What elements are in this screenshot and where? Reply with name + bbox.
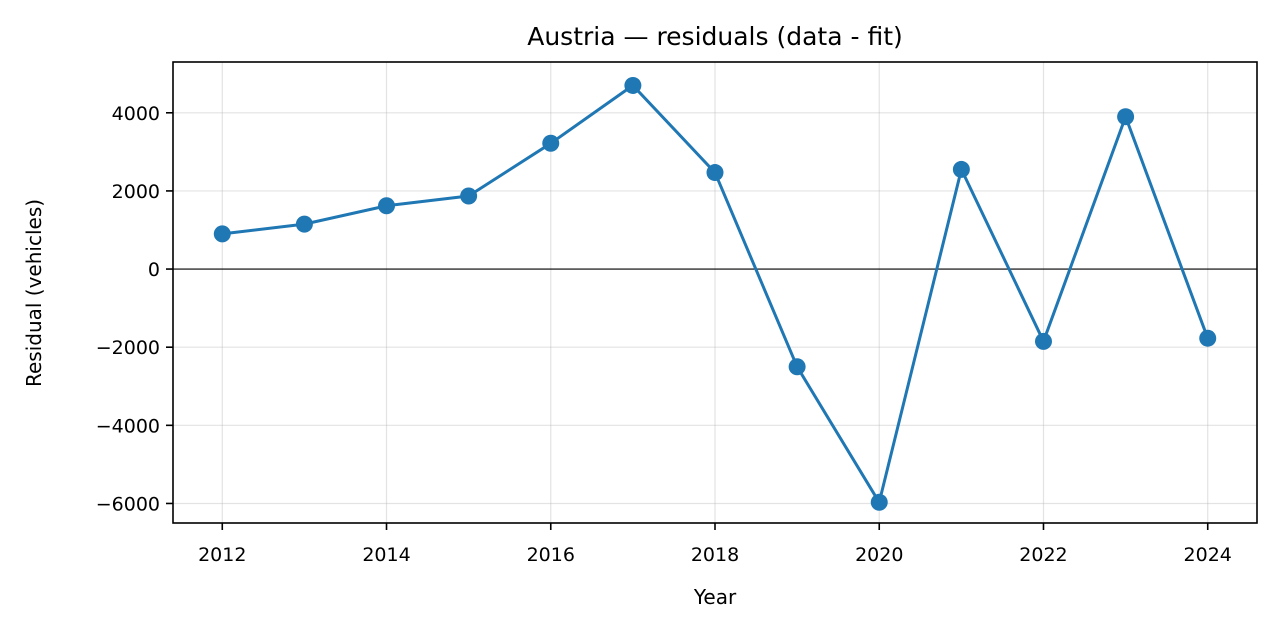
data-point [1117,108,1135,126]
y-tick-label: 4000 [112,103,160,125]
y-axis-ticks: −6000 −4000 −2000 0 2000 4000 [96,103,173,515]
x-tick-label: 2024 [1184,544,1232,566]
data-point [378,197,396,215]
data-point [624,76,642,94]
data-point [1034,332,1052,350]
x-tick-label: 2014 [362,544,410,566]
x-tick-label: 2022 [1019,544,1067,566]
x-tick-label: 2018 [691,544,739,566]
grid [173,62,1257,523]
y-tick-label: 0 [148,259,160,281]
y-axis-label: Residual (vehicles) [22,199,46,387]
y-tick-label: −6000 [96,493,160,515]
data-point [870,493,888,511]
data-point [460,187,478,205]
data-point [788,358,806,376]
data-point [1199,329,1217,347]
x-axis-ticks: 2012 2014 2016 2018 2020 2022 2024 [198,523,1232,566]
chart-title: Austria — residuals (data - fit) [527,22,903,51]
data-point [295,215,313,233]
data-point [213,225,231,243]
data-point [706,164,724,182]
series-layer [213,76,1217,511]
y-tick-label: −2000 [96,337,160,359]
y-tick-label: 2000 [112,181,160,203]
y-tick-label: −4000 [96,415,160,437]
data-point [952,160,970,178]
x-axis-label: Year [693,585,737,609]
data-point [542,134,560,152]
x-tick-label: 2012 [198,544,246,566]
x-tick-label: 2020 [855,544,903,566]
x-tick-label: 2016 [527,544,575,566]
